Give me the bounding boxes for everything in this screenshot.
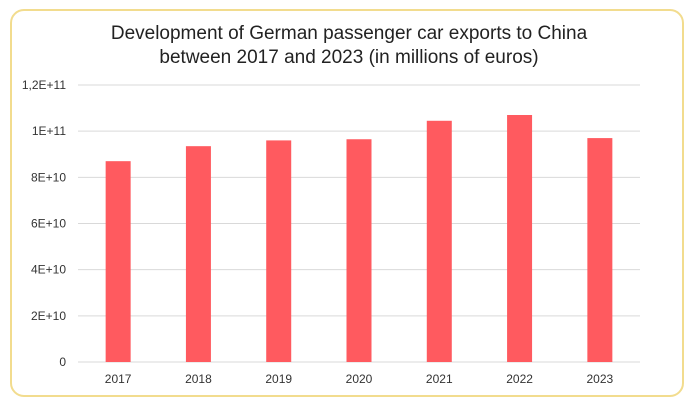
chart-title: Development of German passenger car expo… bbox=[12, 22, 686, 70]
x-tick-label: 2020 bbox=[346, 372, 373, 386]
bar-2020 bbox=[346, 139, 372, 362]
bar-2021 bbox=[426, 120, 452, 362]
y-tick-label: 1E+11 bbox=[32, 124, 66, 138]
x-tick-label: 2018 bbox=[185, 372, 212, 386]
x-tick-label: 2019 bbox=[265, 372, 292, 386]
y-tick-label: 2E+10 bbox=[31, 309, 66, 323]
x-tick-label: 2017 bbox=[105, 372, 132, 386]
bars bbox=[105, 115, 613, 362]
bar-2018 bbox=[185, 146, 211, 362]
chart-title-line-1: Development of German passenger car expo… bbox=[110, 23, 588, 44]
bar-2023 bbox=[587, 138, 613, 362]
y-tick-label: 8E+10 bbox=[31, 170, 66, 184]
x-tick-label: 2023 bbox=[587, 372, 614, 386]
y-tick-label: 1,2E+11 bbox=[22, 78, 66, 92]
y-tick-label: 4E+10 bbox=[31, 263, 66, 277]
bar-2022 bbox=[507, 115, 533, 362]
chart-title-line-2: between 2017 and 2023 (in millions of eu… bbox=[159, 47, 539, 68]
x-tick-label: 2022 bbox=[506, 372, 533, 386]
y-tick-label: 0 bbox=[59, 355, 66, 369]
x-axis-ticks: 2017 2018 2019 2020 2021 2022 2023 bbox=[105, 372, 614, 386]
y-axis-ticks: 0 2E+10 4E+10 6E+10 8E+10 1E+11 1,2E+11 bbox=[22, 78, 66, 369]
x-tick-label: 2021 bbox=[426, 372, 453, 386]
y-tick-label: 6E+10 bbox=[31, 217, 66, 231]
bar-2019 bbox=[266, 140, 292, 362]
bar-2017 bbox=[105, 161, 131, 362]
